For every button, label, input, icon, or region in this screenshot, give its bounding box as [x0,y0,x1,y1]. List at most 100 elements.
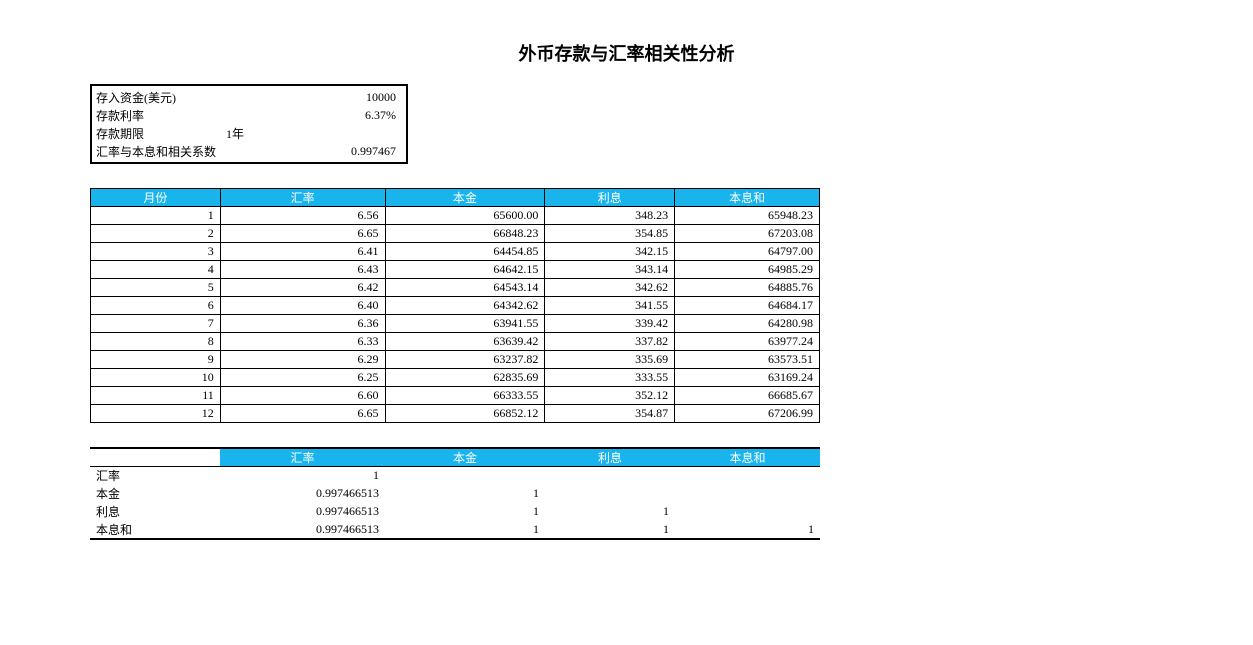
table-cell: 354.85 [545,225,675,243]
corr-row-label: 本息和 [90,521,220,539]
correlation-table: 汇率本金利息本息和 汇率1本金0.9974665131利息0.997466513… [90,447,820,540]
table-cell: 66685.67 [675,387,820,405]
table-row: 76.3663941.55339.4264280.98 [91,315,820,333]
table-cell: 341.55 [545,297,675,315]
corr-cell [385,467,545,485]
main-table-header-cell: 本金 [385,189,545,207]
table-cell: 348.23 [545,207,675,225]
table-row: 26.6566848.23354.8567203.08 [91,225,820,243]
corr-cell: 1 [545,503,675,521]
table-cell: 4 [91,261,221,279]
table-cell: 6.33 [220,333,385,351]
page-title: 外币存款与汇率相关性分析 [90,40,1163,66]
table-cell: 64642.15 [385,261,545,279]
info-value: 6.37% [286,108,402,123]
table-cell: 6.36 [220,315,385,333]
table-row: 86.3363639.42337.8263977.24 [91,333,820,351]
table-cell: 6.40 [220,297,385,315]
info-label: 存款利率 [96,107,226,124]
table-cell: 64543.14 [385,279,545,297]
corr-cell: 1 [385,503,545,521]
corr-row-label: 本金 [90,485,220,503]
table-cell: 6.42 [220,279,385,297]
parameter-info-box: 存入资金(美元)10000存款利率6.37%存款期限1年汇率与本息和相关系数0.… [90,84,408,164]
main-data-table: 月份汇率本金利息本息和 16.5665600.00348.2365948.232… [90,188,820,423]
table-cell: 64684.17 [675,297,820,315]
info-row: 存款利率 6.37% [92,106,406,124]
info-row: 汇率与本息和相关系数 0.997467 [92,142,406,160]
table-row: 46.4364642.15343.1464985.29 [91,261,820,279]
corr-cell: 0.997466513 [220,521,385,539]
table-row: 66.4064342.62341.5564684.17 [91,297,820,315]
main-table-header-cell: 本息和 [675,189,820,207]
table-row: 56.4264543.14342.6264885.76 [91,279,820,297]
table-cell: 66852.12 [385,405,545,423]
main-table-header-cell: 汇率 [220,189,385,207]
corr-cell [545,467,675,485]
table-cell: 64342.62 [385,297,545,315]
table-cell: 12 [91,405,221,423]
table-cell: 64280.98 [675,315,820,333]
table-cell: 342.15 [545,243,675,261]
table-cell: 64985.29 [675,261,820,279]
table-cell: 63169.24 [675,369,820,387]
table-cell: 9 [91,351,221,369]
info-row: 存款期限1年 [92,124,406,142]
table-cell: 65600.00 [385,207,545,225]
table-cell: 6 [91,297,221,315]
table-cell: 63977.24 [675,333,820,351]
corr-row-label: 汇率 [90,467,220,485]
info-label: 存入资金(美元) [96,89,226,106]
table-cell: 6.65 [220,405,385,423]
table-cell: 333.55 [545,369,675,387]
table-cell: 8 [91,333,221,351]
table-cell: 6.43 [220,261,385,279]
table-cell: 66848.23 [385,225,545,243]
corr-cell [675,503,820,521]
corr-table-header-cell: 本金 [385,448,545,467]
info-mid: 1年 [226,125,286,142]
main-table-header-cell: 月份 [91,189,221,207]
table-row: 36.4164454.85342.1564797.00 [91,243,820,261]
info-value: 0.997467 [286,144,402,159]
table-cell: 64454.85 [385,243,545,261]
table-row: 汇率1 [90,467,820,485]
table-cell: 6.41 [220,243,385,261]
info-value: 10000 [286,90,402,105]
corr-table-header-cell: 汇率 [220,448,385,467]
table-cell: 62835.69 [385,369,545,387]
corr-cell [675,485,820,503]
table-cell: 337.82 [545,333,675,351]
table-cell: 352.12 [545,387,675,405]
table-cell: 66333.55 [385,387,545,405]
table-cell: 64885.76 [675,279,820,297]
table-row: 利息0.99746651311 [90,503,820,521]
table-cell: 63639.42 [385,333,545,351]
table-cell: 63573.51 [675,351,820,369]
table-cell: 6.29 [220,351,385,369]
table-cell: 64797.00 [675,243,820,261]
table-cell: 2 [91,225,221,243]
table-cell: 339.42 [545,315,675,333]
corr-cell: 1 [545,521,675,539]
corr-cell: 1 [675,521,820,539]
table-cell: 343.14 [545,261,675,279]
corr-cell: 1 [220,467,385,485]
main-table-header-cell: 利息 [545,189,675,207]
corr-cell: 0.997466513 [220,485,385,503]
corr-table-header-cell [90,448,220,467]
table-cell: 6.25 [220,369,385,387]
table-cell: 6.56 [220,207,385,225]
table-cell: 354.87 [545,405,675,423]
corr-table-header-cell: 利息 [545,448,675,467]
info-label: 汇率与本息和相关系数 [96,143,226,160]
table-row: 本息和0.997466513111 [90,521,820,539]
corr-table-header-row: 汇率本金利息本息和 [90,448,820,467]
table-cell: 63237.82 [385,351,545,369]
table-cell: 5 [91,279,221,297]
info-label: 存款期限 [96,125,226,142]
corr-cell: 1 [385,485,545,503]
table-cell: 11 [91,387,221,405]
table-cell: 67206.99 [675,405,820,423]
corr-cell [545,485,675,503]
